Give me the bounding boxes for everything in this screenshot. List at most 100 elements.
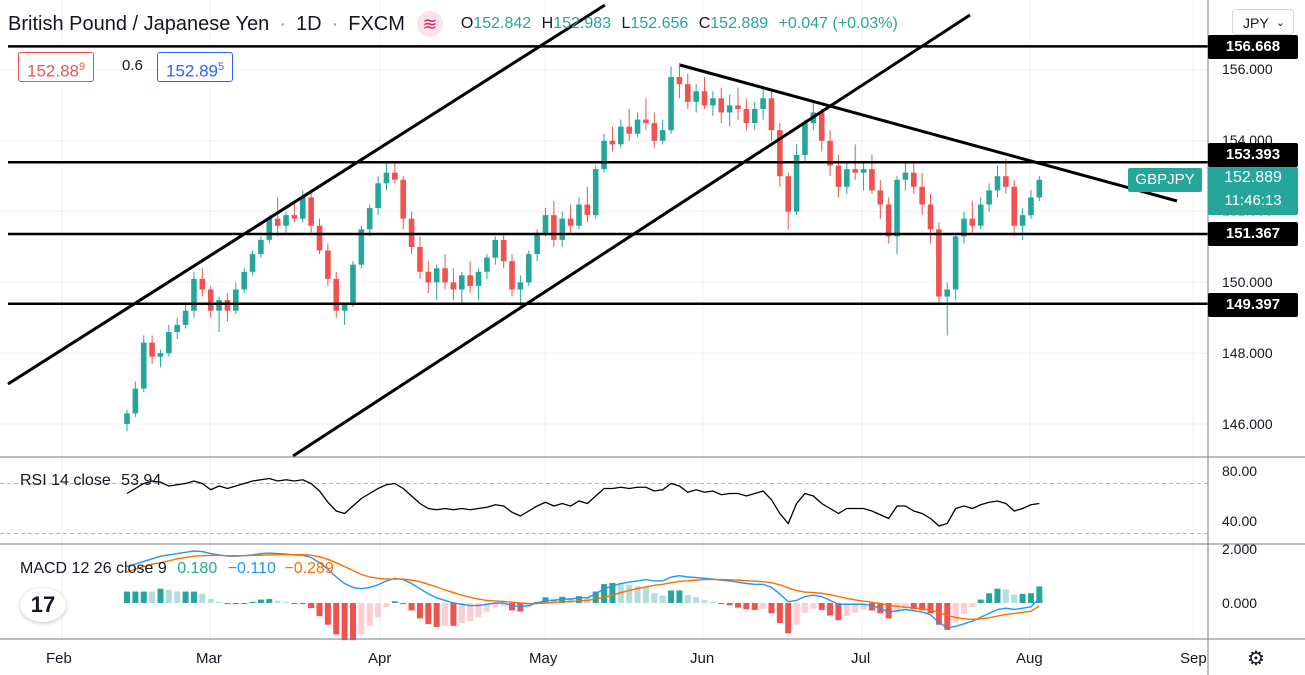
candle-body <box>835 165 842 187</box>
macd-histogram-bar <box>969 603 976 608</box>
candle-body <box>383 172 390 184</box>
candle-body <box>567 218 574 226</box>
macd-histogram-bar <box>684 594 691 603</box>
candle-body <box>525 254 532 283</box>
candle-body <box>1028 197 1034 216</box>
macd-histogram-bar <box>266 598 273 603</box>
macd-pane <box>124 550 1043 641</box>
tradingview-logo-icon[interactable]: 17 <box>20 588 66 622</box>
macd-histogram-bar <box>1036 586 1043 603</box>
level-label[interactable]: 151.367 <box>1208 222 1298 246</box>
level-label[interactable]: 153.393 <box>1208 143 1298 167</box>
macd-legend[interactable]: MACD 12 26 close 9 0.180 −0.110 −0.289 <box>20 560 334 578</box>
candle-body <box>760 98 766 109</box>
time-label: Aug <box>1016 650 1043 667</box>
candle-body <box>1003 176 1009 187</box>
macd-histogram-bar <box>1027 593 1034 603</box>
sell-button[interactable]: 152.889 <box>18 52 95 82</box>
candle-body <box>877 190 884 205</box>
time-label: Sep <box>1180 650 1207 667</box>
time-label: May <box>529 650 558 667</box>
macd-histogram-bar <box>676 590 683 603</box>
open-value: 152.842 <box>473 15 532 32</box>
macd-histogram-bar <box>885 603 892 619</box>
candle-body <box>500 239 507 262</box>
macd-histogram-bar <box>391 601 398 603</box>
candle-body <box>358 229 365 265</box>
time-label: Jul <box>851 650 871 667</box>
candle-body <box>1011 186 1018 226</box>
macd-histogram-bar <box>659 595 666 603</box>
candle-body <box>157 353 164 357</box>
macd-histogram-bar <box>818 603 825 610</box>
macd-histogram-bar <box>249 601 256 603</box>
rsi-label: RSI 14 close <box>20 472 111 489</box>
candle-body <box>333 278 340 311</box>
currency-selector[interactable]: JPY ⌄ <box>1232 9 1294 35</box>
level-label[interactable]: 149.397 <box>1208 293 1298 317</box>
macd-histogram-bar <box>140 591 147 603</box>
macd-histogram-bar <box>165 589 172 603</box>
macd-histogram-bar <box>894 603 901 613</box>
rsi-line <box>126 477 1040 527</box>
candle-body <box>969 218 976 226</box>
market-status-icon[interactable]: ≋ <box>416 11 443 37</box>
price-tick: 148.000 <box>1222 345 1273 361</box>
candle-body <box>844 169 850 187</box>
candle-body <box>274 218 281 226</box>
candle-body <box>735 105 741 109</box>
candle-body <box>241 271 247 290</box>
macd-histogram-bar <box>467 603 474 622</box>
macd-histogram-bar <box>726 603 733 606</box>
macd-histogram-bar <box>977 599 984 603</box>
macd-histogram-bar <box>952 603 959 623</box>
interval-label[interactable]: 1D <box>295 12 322 35</box>
candle-body <box>509 261 515 290</box>
macd-histogram-bar <box>375 603 382 618</box>
macd-histogram-bar <box>149 591 156 603</box>
candle-body <box>400 179 407 219</box>
macd-histogram-bar <box>157 588 164 603</box>
horizontal-levels <box>8 45 1208 305</box>
candle-body <box>266 218 273 240</box>
time-label: Feb <box>46 650 72 667</box>
candle-body <box>1036 179 1043 198</box>
macd-histogram-bar <box>383 603 390 608</box>
macd-histogram-bar <box>592 591 599 603</box>
candle-body <box>601 140 607 170</box>
buy-button[interactable]: 152.895 <box>157 52 234 82</box>
candle-body <box>316 225 323 251</box>
macd-histogram-bar <box>408 603 415 611</box>
time-label: Jun <box>690 650 715 667</box>
macd-histogram-bar <box>458 603 465 624</box>
level-label[interactable]: 156.668 <box>1208 35 1298 59</box>
macd-histogram-bar <box>768 603 775 614</box>
macd-histogram-bar <box>718 603 725 605</box>
macd-histogram-bar <box>483 603 490 612</box>
candle-body <box>517 282 524 290</box>
macd-histogram-bar <box>324 603 331 625</box>
candle-body <box>710 98 716 106</box>
candle-body <box>885 204 892 237</box>
candle-body <box>894 179 900 237</box>
candle-body <box>626 126 632 134</box>
candle-body <box>643 119 649 124</box>
symbol-title[interactable]: British Pound / Japanese Yen <box>8 12 270 35</box>
candle-body <box>182 310 189 325</box>
macd-histogram-bar <box>843 603 850 617</box>
candle-body <box>392 172 398 180</box>
last-price: 152.889 <box>1224 169 1282 186</box>
candle-body <box>442 268 448 283</box>
macd-histogram-bar <box>868 603 875 611</box>
rsi-legend[interactable]: RSI 14 close 53.94 <box>20 472 161 490</box>
candle-body <box>308 197 314 226</box>
macd-histogram-bar <box>919 603 926 611</box>
gear-icon[interactable]: ⚙ <box>1247 648 1265 670</box>
macd-histogram-bar <box>785 603 792 634</box>
candle-body <box>216 300 222 311</box>
macd-histogram-bar <box>735 603 742 608</box>
candle-body <box>224 300 231 311</box>
candle-body <box>618 126 624 145</box>
macd-histogram-bar <box>575 596 582 603</box>
